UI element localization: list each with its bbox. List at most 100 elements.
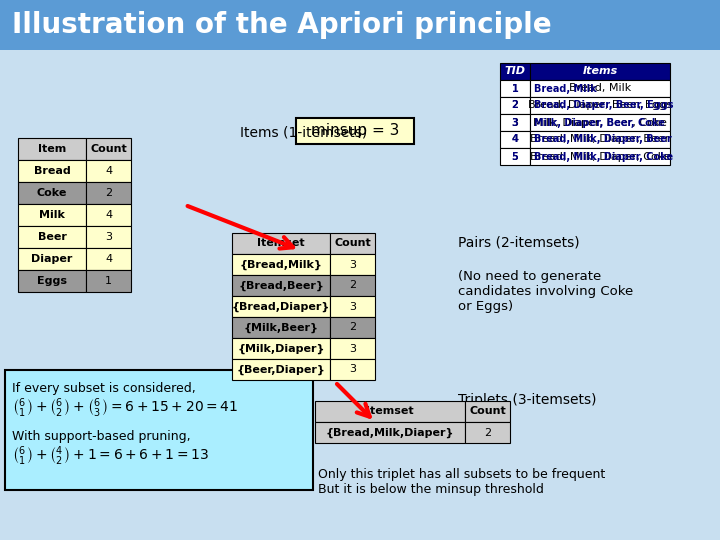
Bar [530, 97, 670, 114]
Text: Bread, Diaper, Beer, Eggs: Bread, Diaper, Beer, Eggs [528, 100, 672, 111]
Bar [232, 317, 330, 338]
Bar [500, 80, 530, 97]
Bar [18, 138, 86, 160]
Text: {Milk,Diaper}: {Milk,Diaper} [238, 343, 325, 354]
Text: 4: 4 [511, 134, 518, 145]
Bar [18, 182, 86, 204]
Text: 2: 2 [349, 322, 356, 333]
Bar [465, 422, 510, 443]
Text: {Bread,Diaper}: {Bread,Diaper} [232, 301, 330, 312]
Bar [315, 422, 465, 443]
Bar [500, 63, 530, 80]
Text: Bread, Milk, Diaper, Beer: Bread, Milk, Diaper, Beer [531, 134, 670, 145]
Text: 3: 3 [105, 232, 112, 242]
Bar [232, 338, 330, 359]
Text: $\binom{6}{1} + \binom{4}{2} + 1 = 6 + 6 + 1 = 13$: $\binom{6}{1} + \binom{4}{2} + 1 = 6 + 6… [12, 445, 209, 469]
Text: Pairs (2-itemsets): Pairs (2-itemsets) [458, 235, 580, 249]
Text: {Bread,Milk,Diaper}: {Bread,Milk,Diaper} [325, 427, 454, 437]
Bar [232, 233, 330, 254]
Text: Milk, Diaper, Beer, Coke: Milk, Diaper, Beer, Coke [534, 118, 665, 127]
Text: 1: 1 [512, 84, 518, 93]
Bar [5, 370, 313, 490]
Text: minsup = 3: minsup = 3 [311, 124, 399, 138]
Bar [530, 131, 670, 148]
Text: Bread, Milk: Bread, Milk [534, 84, 597, 93]
Text: Bread, Milk, Diaper, Coke: Bread, Milk, Diaper, Coke [530, 152, 670, 161]
Bar [500, 114, 530, 131]
Text: Bread, Milk, Diaper, Beer: Bread, Milk, Diaper, Beer [534, 134, 672, 145]
Text: Milk: Milk [39, 210, 65, 220]
Text: With support-based pruning,: With support-based pruning, [12, 430, 191, 443]
Text: 4: 4 [105, 254, 112, 264]
Text: Beer: Beer [37, 232, 66, 242]
Text: 5: 5 [512, 152, 518, 161]
Text: Count: Count [90, 144, 127, 154]
Bar [296, 118, 414, 144]
Text: 2: 2 [105, 188, 112, 198]
Bar [18, 270, 86, 292]
Bar [0, 0, 720, 50]
Bar [530, 148, 670, 165]
Bar [500, 97, 530, 114]
Bar [330, 338, 375, 359]
Bar [86, 182, 131, 204]
Bar [86, 138, 131, 160]
Text: 4: 4 [512, 134, 518, 145]
Text: Diaper: Diaper [31, 254, 73, 264]
Bar [465, 401, 510, 422]
Text: 2: 2 [349, 280, 356, 291]
Bar [530, 114, 670, 131]
Bar [86, 204, 131, 226]
Text: 4: 4 [105, 210, 112, 220]
Text: 3: 3 [349, 301, 356, 312]
Text: Only this triplet has all subsets to be frequent
But it is below the minsup thre: Only this triplet has all subsets to be … [318, 468, 606, 496]
Text: (No need to generate
candidates involving Coke
or Eggs): (No need to generate candidates involvin… [458, 270, 634, 313]
Text: Bread: Bread [34, 166, 71, 176]
Bar [86, 248, 131, 270]
Text: 3: 3 [349, 260, 356, 269]
Bar [18, 226, 86, 248]
Text: Items: Items [582, 66, 618, 77]
Text: $\binom{6}{1} + \binom{6}{2} + \binom{6}{3} = 6 + 15 + 20 = 41$: $\binom{6}{1} + \binom{6}{2} + \binom{6}… [12, 397, 238, 421]
Text: 1: 1 [105, 276, 112, 286]
Text: 1: 1 [511, 84, 518, 93]
Text: If every subset is considered,: If every subset is considered, [12, 382, 196, 395]
Text: Items (1-itemsets): Items (1-itemsets) [240, 125, 367, 139]
Bar [500, 131, 530, 148]
Text: 4: 4 [105, 166, 112, 176]
Text: Milk, Diaper, Beer, Coke: Milk, Diaper, Beer, Coke [533, 118, 667, 127]
Text: Illustration of the Apriori principle: Illustration of the Apriori principle [12, 11, 552, 39]
Bar [18, 248, 86, 270]
Text: Item: Item [38, 144, 66, 154]
Text: 3: 3 [511, 118, 518, 127]
Text: Triplets (3-itemsets): Triplets (3-itemsets) [458, 393, 596, 407]
Text: Bread, Milk: Bread, Milk [569, 84, 631, 93]
Bar [18, 160, 86, 182]
Bar [232, 254, 330, 275]
Text: {Bread,Beer}: {Bread,Beer} [238, 280, 324, 291]
Text: Eggs: Eggs [37, 276, 67, 286]
Text: Count: Count [469, 407, 506, 416]
Text: Bread, Diaper, Beer, Eggs: Bread, Diaper, Beer, Eggs [534, 100, 673, 111]
Bar [330, 317, 375, 338]
Bar [330, 254, 375, 275]
Bar [330, 233, 375, 254]
Text: Itemset: Itemset [366, 407, 414, 416]
Bar [530, 80, 670, 97]
Bar [232, 359, 330, 380]
Text: Coke: Coke [37, 188, 67, 198]
Text: 3: 3 [349, 343, 356, 354]
Text: 2: 2 [484, 428, 491, 437]
Bar [330, 275, 375, 296]
Text: 5: 5 [511, 152, 518, 161]
Bar [86, 160, 131, 182]
Bar [86, 270, 131, 292]
Text: Count: Count [334, 239, 371, 248]
Bar [232, 296, 330, 317]
Text: {Beer,Diaper}: {Beer,Diaper} [237, 364, 325, 375]
Text: Itemset: Itemset [257, 239, 305, 248]
Bar [500, 148, 530, 165]
Text: 3: 3 [349, 364, 356, 375]
Text: 2: 2 [511, 100, 518, 111]
Bar [86, 226, 131, 248]
